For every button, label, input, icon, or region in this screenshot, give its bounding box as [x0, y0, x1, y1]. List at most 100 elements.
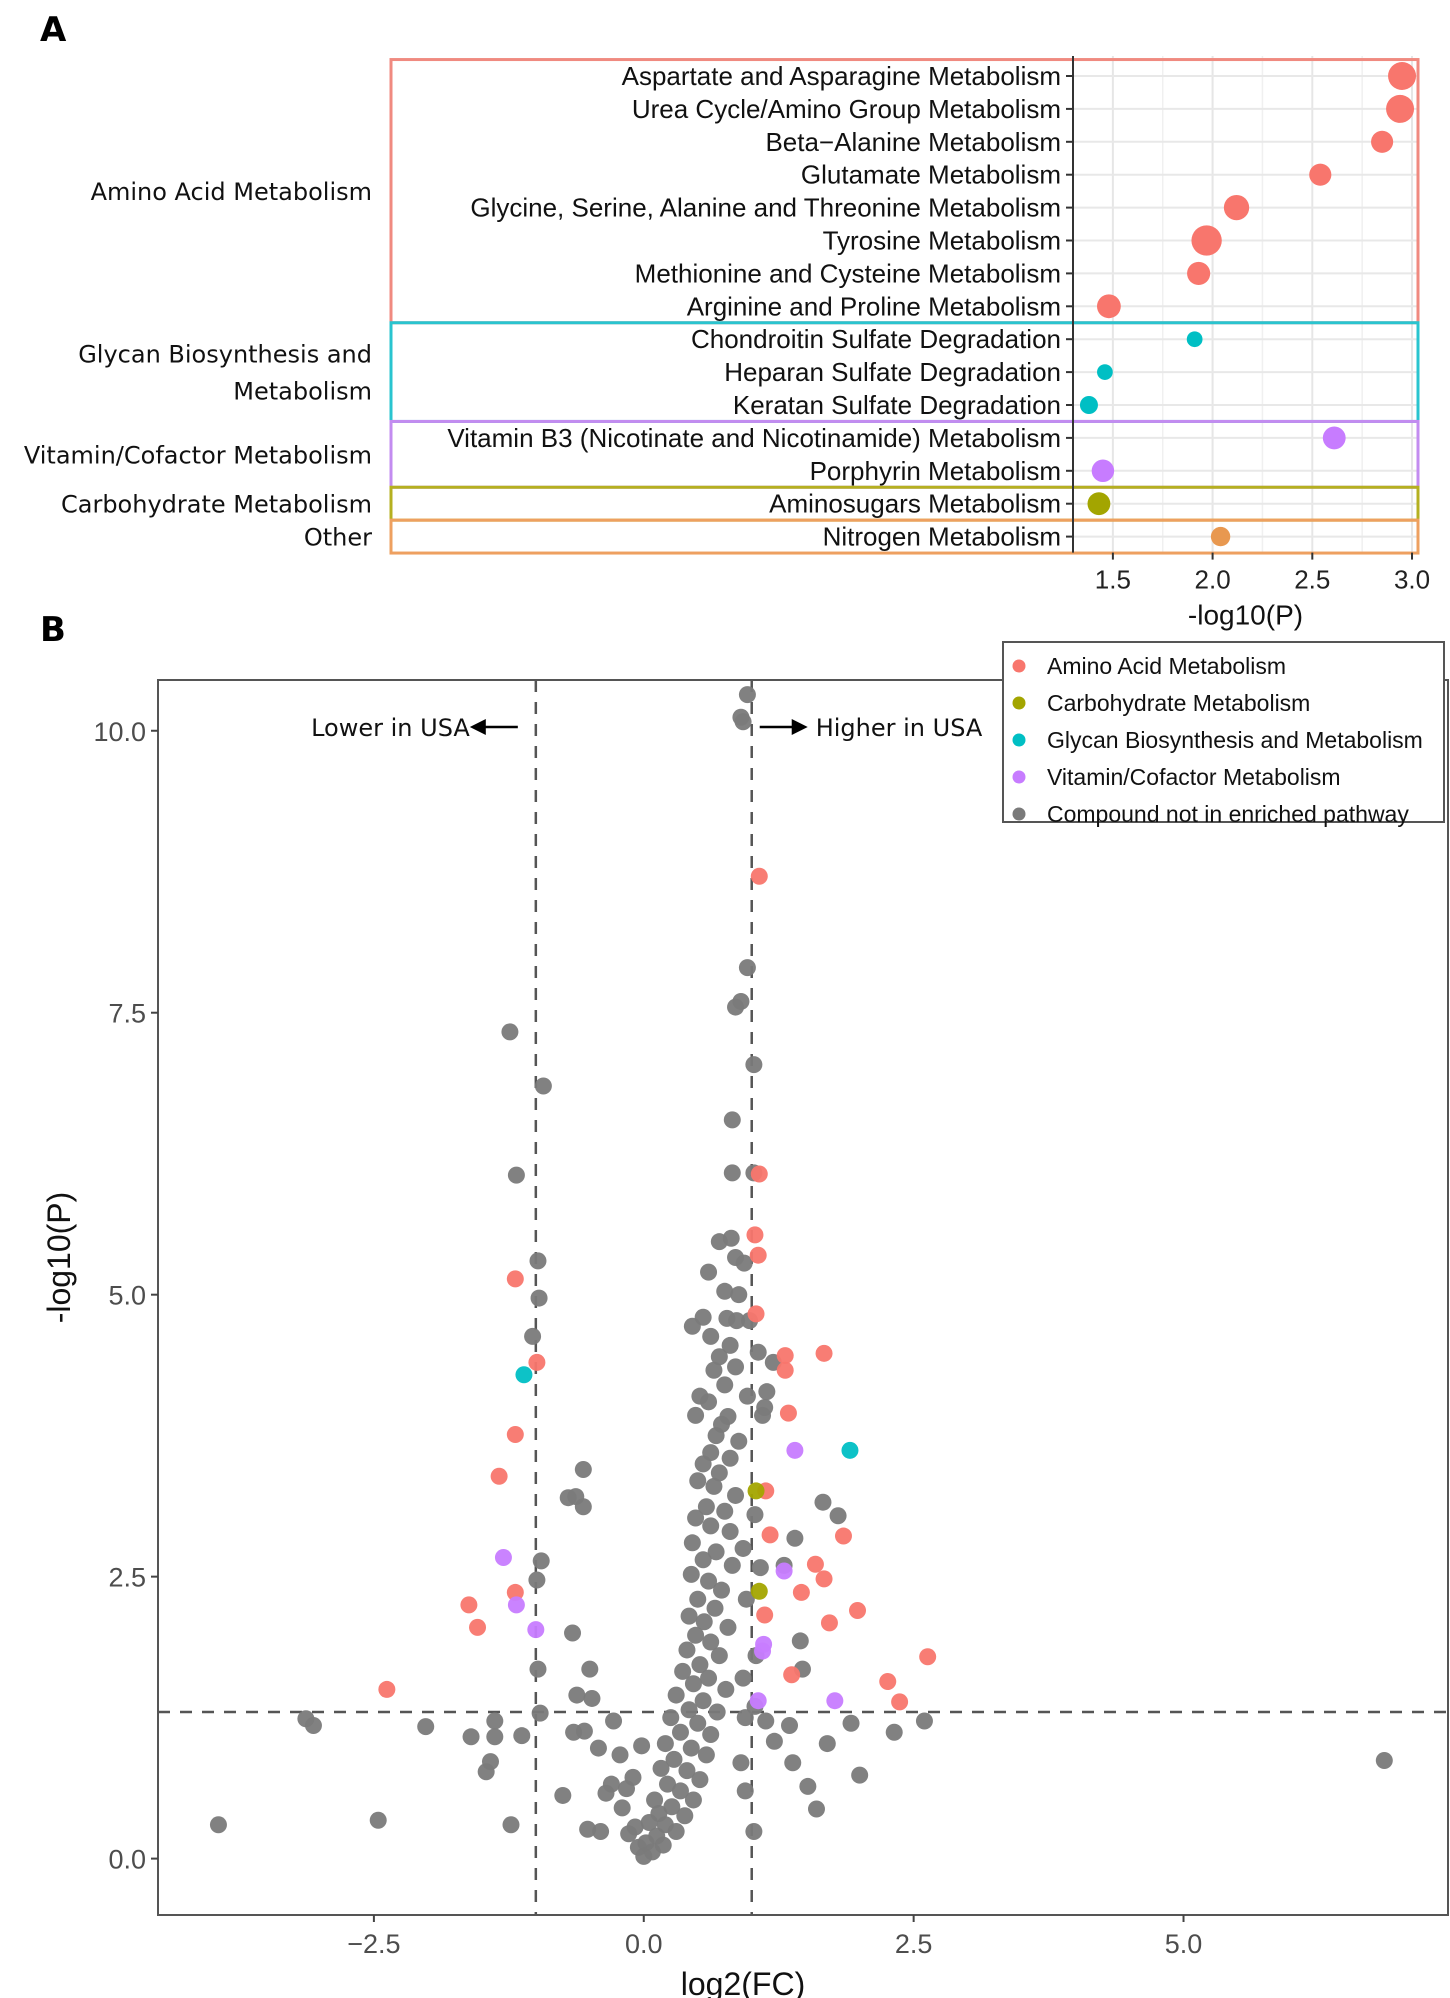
x-tick-label: 2.5	[895, 1929, 933, 1959]
data-point	[694, 1692, 712, 1710]
data-point	[501, 1023, 519, 1041]
data-point	[687, 1509, 705, 1527]
data-point	[708, 1703, 726, 1721]
pathway-dot	[1186, 331, 1203, 348]
data-point	[749, 1343, 767, 1361]
data-point	[683, 1317, 701, 1335]
legend-label: Vitamin/Cofactor Metabolism	[1047, 764, 1341, 790]
pathway-label: Nitrogen Metabolism	[823, 522, 1061, 552]
data-point	[568, 1686, 586, 1704]
data-point	[531, 1704, 549, 1722]
pathway-label: Urea Cycle/Amino Group Metabolism	[632, 94, 1061, 124]
data-point	[746, 1226, 764, 1244]
x-tick-label: −2.5	[347, 1929, 400, 1959]
data-point	[486, 1728, 504, 1746]
data-point	[678, 1762, 696, 1780]
data-point	[776, 1347, 794, 1365]
data-point	[700, 1393, 718, 1411]
data-point	[659, 1775, 677, 1793]
data-point	[783, 1666, 801, 1684]
pathway-dot	[1388, 62, 1417, 90]
data-point	[581, 1660, 599, 1678]
data-point	[671, 1782, 689, 1800]
pathway-dot	[1096, 294, 1121, 319]
data-point	[792, 1583, 810, 1601]
data-point	[736, 1782, 754, 1800]
data-point	[747, 1482, 765, 1500]
data-point	[611, 1746, 629, 1764]
data-point	[667, 1823, 685, 1841]
data-point	[735, 1254, 753, 1272]
data-point	[554, 1786, 572, 1804]
pathway-dot	[1371, 130, 1394, 153]
x-tick-label: 5.0	[1165, 1929, 1203, 1959]
data-point	[738, 686, 756, 704]
data-point	[481, 1753, 499, 1771]
legend-marker	[1012, 770, 1026, 784]
data-point	[620, 1825, 638, 1843]
data-point	[841, 1441, 859, 1459]
x-tick-label: 0.0	[625, 1929, 663, 1959]
data-point	[469, 1618, 487, 1636]
legend-box	[1002, 641, 1445, 823]
data-point	[589, 1739, 607, 1757]
data-point	[806, 1555, 824, 1573]
data-point	[700, 1669, 718, 1687]
pathway-dot	[1191, 225, 1222, 256]
data-point	[1375, 1751, 1393, 1769]
y-axis-title: -log10(P)	[41, 1192, 77, 1324]
pathway-label: Heparan Sulfate Degradation	[724, 357, 1061, 387]
data-point	[662, 1709, 680, 1727]
data-point	[529, 1660, 547, 1678]
data-point	[738, 1387, 756, 1405]
data-point	[750, 1165, 768, 1183]
data-point	[749, 1246, 767, 1264]
data-point	[829, 1507, 847, 1525]
pathway-label: Arginine and Proline Metabolism	[687, 291, 1061, 321]
data-point	[738, 959, 756, 977]
data-point	[462, 1728, 480, 1746]
data-point	[879, 1673, 897, 1691]
data-point	[730, 1286, 748, 1304]
data-point	[707, 1427, 725, 1445]
data-point	[700, 1572, 718, 1590]
data-point	[695, 1613, 713, 1631]
data-point	[583, 1689, 601, 1707]
data-point	[723, 1556, 741, 1574]
data-point	[814, 1493, 832, 1511]
data-point	[736, 1709, 754, 1727]
data-point	[490, 1467, 508, 1485]
data-point	[689, 1590, 707, 1608]
pathway-dot	[1087, 492, 1111, 516]
group-label: Vitamin/Cofactor Metabolism	[24, 441, 372, 469]
group-label: Metabolism	[233, 378, 372, 406]
legend-label: Carbohydrate Metabolism	[1047, 690, 1310, 716]
data-point	[507, 1596, 525, 1614]
data-point	[513, 1727, 531, 1745]
group-label: Carbohydrate Metabolism	[61, 491, 372, 519]
data-point	[734, 713, 752, 731]
data-point	[579, 1820, 597, 1838]
data-point	[532, 1552, 550, 1570]
data-point	[605, 1712, 623, 1730]
data-point	[834, 1527, 852, 1545]
data-point	[624, 1768, 642, 1786]
legend-marker	[1012, 696, 1026, 710]
data-point	[730, 1432, 748, 1450]
data-point	[712, 1581, 730, 1599]
data-point	[734, 1669, 752, 1687]
data-point	[529, 1252, 547, 1270]
data-point	[781, 1717, 799, 1735]
data-point	[745, 1823, 763, 1841]
data-point	[369, 1811, 387, 1829]
data-point	[734, 1539, 752, 1557]
data-point	[592, 1823, 610, 1841]
data-point	[719, 1618, 737, 1636]
data-point	[721, 1449, 739, 1467]
pathway-enrichment-chart: Amino Acid Metabolism Glycan Biosynthesis…	[24, 56, 1430, 631]
data-point	[786, 1529, 804, 1547]
data-point	[565, 1723, 583, 1741]
data-point	[515, 1366, 533, 1384]
data-point	[710, 1348, 728, 1366]
data-point	[710, 1464, 728, 1482]
